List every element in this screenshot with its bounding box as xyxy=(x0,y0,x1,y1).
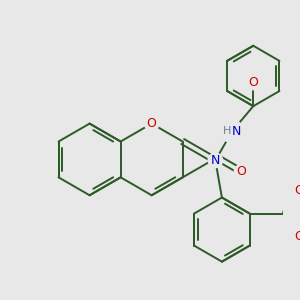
Circle shape xyxy=(144,116,159,131)
Text: N: N xyxy=(232,125,242,138)
Circle shape xyxy=(234,164,249,179)
Circle shape xyxy=(292,229,300,244)
Circle shape xyxy=(246,75,260,90)
Circle shape xyxy=(292,184,300,198)
Circle shape xyxy=(221,120,243,143)
Circle shape xyxy=(208,153,223,168)
Text: N: N xyxy=(211,154,220,167)
Text: O: O xyxy=(294,184,300,197)
Text: O: O xyxy=(237,165,246,178)
Text: O: O xyxy=(248,76,258,89)
Text: O: O xyxy=(294,230,300,243)
Text: O: O xyxy=(147,117,157,130)
Text: H: H xyxy=(223,126,232,136)
